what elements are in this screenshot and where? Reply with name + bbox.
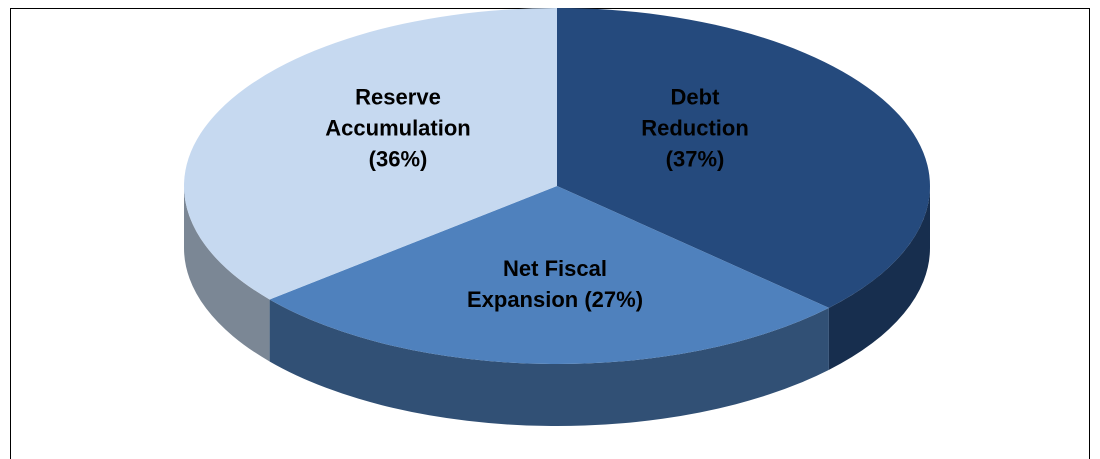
data-label: Net Fiscal Expansion (27%) bbox=[455, 253, 655, 315]
category-label: Reserve Accumulation bbox=[325, 84, 471, 141]
category-label: Net Fiscal Expansion bbox=[466, 256, 607, 312]
pie-slice-side bbox=[184, 186, 270, 362]
pie-slice bbox=[184, 8, 558, 300]
pie-slice-side bbox=[269, 299, 829, 427]
value-label: (37%) bbox=[665, 146, 725, 172]
value-label: (27%) bbox=[584, 287, 644, 312]
pie-slice bbox=[557, 8, 930, 308]
pie-slice-side bbox=[828, 186, 930, 370]
value-label: (36%) bbox=[368, 146, 428, 172]
data-label: Debt Reduction (37%) bbox=[625, 82, 765, 175]
pie-slice bbox=[269, 186, 829, 364]
data-label: Reserve Accumulation (36%) bbox=[308, 82, 488, 175]
category-label: Debt Reduction bbox=[641, 84, 749, 141]
